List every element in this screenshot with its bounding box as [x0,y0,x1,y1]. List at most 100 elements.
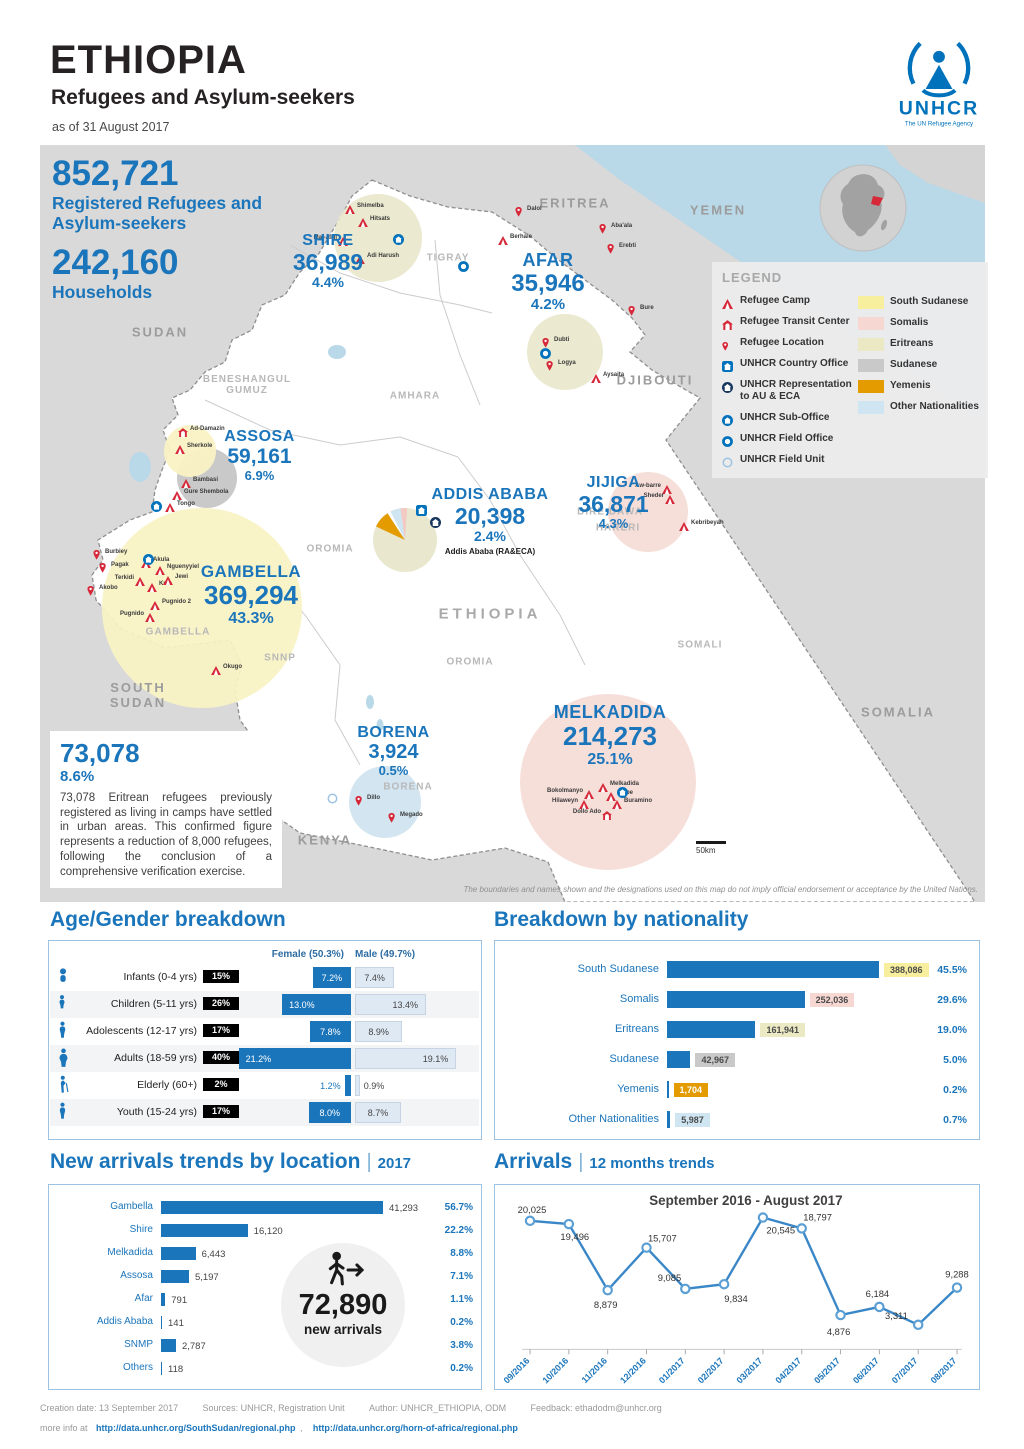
trend-point-10/2016 [563,1218,575,1230]
trend-value-label: 19,496 [560,1231,589,1242]
arrival-location-bar [161,1247,196,1260]
legend-nationality-label: Other Nationalities [890,401,979,412]
arrival-location-value: 6,443 [201,1249,226,1260]
arrival-location-value: 2,787 [181,1341,206,1352]
nationality-pct: 45.5% [937,964,967,976]
camp-icon-adi-harush [355,251,365,269]
male-value-label: 13.4% [392,1000,419,1010]
female-bar [238,1048,351,1069]
unhcr-field-office-icon [458,259,469,277]
male-value-label: 8.9% [368,1027,389,1037]
female-value-label: 7.8% [320,1027,341,1037]
legend-symbol-label: UNHCR Country Office [740,358,849,369]
unhcr-sub-office-icon [393,232,404,250]
nationality-label: Other Nationalities [568,1113,660,1125]
households-value: 242,160 [52,243,179,282]
nationality-bar [667,961,879,978]
arrival-location-label: Melkadida [107,1247,153,1258]
new-arrivals-chart: Gambella 41,293 56.7% Shire 16,120 22.2% Melka… [48,1184,482,1390]
arrival-location-bar [161,1293,166,1306]
camp-label-erebti: Erebti [619,243,637,249]
camp-icon-berhale [498,232,508,250]
male-bar [355,1021,403,1042]
age-group-label: Children (5-11 yrs) [110,998,197,1010]
afar-value: 35,946 [511,270,585,297]
arrival-location-value: 41,293 [389,1203,419,1214]
age-group-total-badge: 26% [203,997,239,1010]
camp-label-adi-harush: Adi Harush [367,253,400,259]
row-stripe [50,1099,479,1126]
section-title-nationality: Breakdown by nationality [494,908,748,932]
new-arrivals-total-label: new arrivals [303,1322,383,1337]
male-bar [355,994,427,1015]
unhcr-logo: UNHCR The UN Refugee Agency [896,34,982,136]
camp-label-dollo-ado: Dollo Ado [572,809,601,815]
female-bar [312,967,351,988]
geo-label-beneshangul-gumuz: BENESHANGUL GUMUZ [202,374,292,396]
location-icon-aba-ala [599,221,606,239]
footer-link-horn-of-africa[interactable]: http://data.unhcr.org/horn-of-africa/reg… [312,1423,518,1433]
lakes [129,345,384,731]
unhcr-field-unit-icon [722,455,735,473]
trend-month-label: 07/2017 [890,1356,920,1386]
female-value-label: 13.0% [289,1000,315,1010]
refugee-camp-icon [722,296,735,314]
youth-icon [57,1102,68,1124]
unhcr-representation-icon [722,380,735,398]
geo-label-somalia: SOMALIA [861,704,935,720]
camp-icon-buramino [612,796,622,814]
geo-label-kenya: KENYA [297,832,353,848]
section-title-arrivals-trend: Arrivals | 12 months trends [494,1150,714,1174]
trend-value-label: 9,834 [724,1293,748,1304]
trend-value-label: 9,288 [945,1269,969,1280]
trend-point-08/2017 [951,1282,963,1293]
arrivals-title: Arrivals [494,1150,573,1173]
male-bar [355,1048,457,1069]
camp-label-aw-barre: Aw-barre [635,483,661,489]
footer-link-south-sudan[interactable]: http://data.unhcr.org/SouthSudan/regiona… [95,1423,296,1433]
jijiga-value: 36,871 [578,491,649,517]
arrival-location-pct: 0.2% [450,1363,473,1374]
trend-month-label: 09/2016 [502,1356,532,1386]
arrival-location-value: 5,197 [194,1272,219,1283]
trend-point-04/2017 [796,1223,807,1234]
location-icon-erebti [607,241,614,259]
urban-refugees-pct: 8.6% [60,768,95,785]
camp-label-nguenyyiel: Nguenyyiel [167,564,200,570]
nationality-bar [667,991,805,1008]
arrival-location-value: 118 [168,1364,184,1375]
male-bar [355,1075,360,1096]
geo-label-snnp: SNNP [264,652,296,664]
female-header: Female (50.3%) [271,949,344,960]
trend-month-label: 05/2017 [812,1356,842,1386]
legend-title: LEGEND [722,270,783,285]
age-group-total-badge: 17% [203,1024,239,1037]
unhcr-sub-office-icon [722,413,735,431]
camp-icon-mai-aini [338,233,348,251]
section-title-age-gender: Age/Gender breakdown [50,908,286,932]
nationality-bar [667,1021,756,1038]
nationality-label: Somalis [619,993,659,1005]
registered-stats: 852,721 Registered Refugees and Asylum-s… [52,155,267,302]
camp-label-buramino: Buramino [624,798,653,804]
female-bar [344,1075,351,1096]
gambella-pct: 43.3% [228,610,274,628]
trend-month-label: 02/2017 [696,1356,726,1386]
camp-icon-aysaita [591,370,601,388]
legend-color-other-nationalities [858,401,884,414]
nationality-label: South Sudanese [577,963,659,975]
jijiga-name: JIJIGA [586,474,641,491]
arrival-location-bar [161,1316,162,1329]
trend-point-01/2017 [680,1283,691,1295]
age-group-total-badge: 17% [203,1105,239,1118]
camp-label-pagak: Pagak [111,562,129,568]
age-gender-title: Age/Gender breakdown [50,908,286,931]
trend-value-label: 3,311 [885,1310,908,1321]
camp-icon-bokolmanyo [584,786,594,804]
trend-value-label: 20,545 [766,1224,795,1235]
geo-label-south-sudan: SOUTH SUDAN [109,680,167,710]
camp-label-terkidi: Terkidi [114,575,134,581]
arrival-location-bar [161,1201,383,1214]
unhcr-field-unit-icon [327,791,338,809]
